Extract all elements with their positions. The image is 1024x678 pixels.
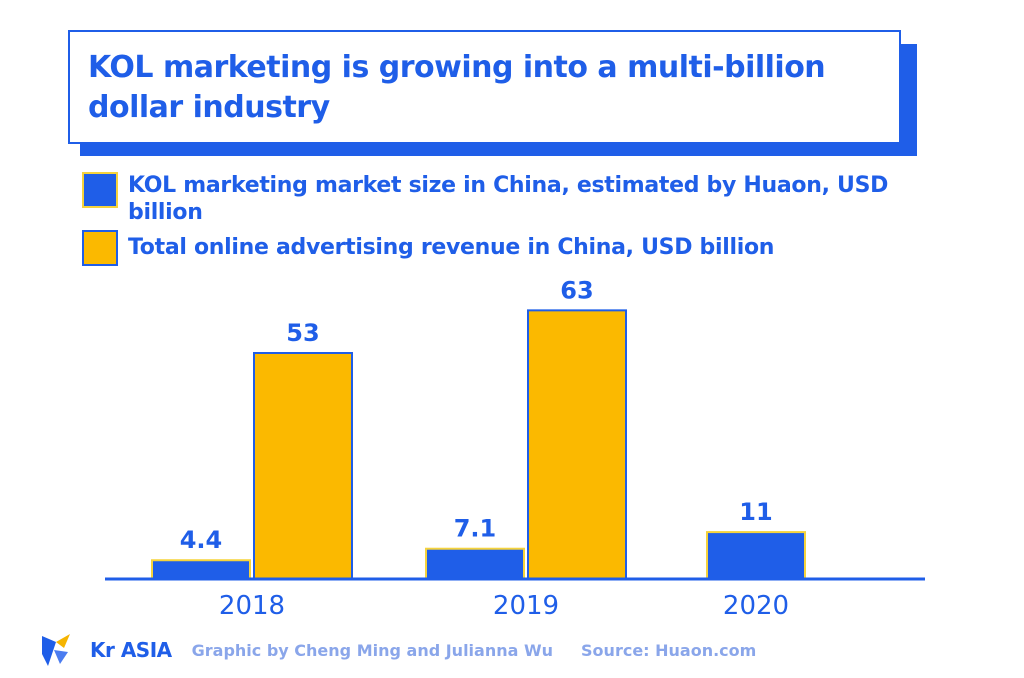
x-tick-label-2020: 2020 [723, 591, 789, 621]
data-label-2018-series2: 53 [286, 319, 319, 347]
bar-2019-series1 [425, 547, 525, 581]
legend-label-kol: KOL marketing market size in China, esti… [128, 173, 889, 225]
credit: Graphic by Cheng Ming and Julianna Wu [191, 640, 554, 660]
data-label-2020-series1: 11 [739, 498, 772, 526]
bar-2019-series2 [527, 309, 627, 580]
krasia-logo-icon [42, 634, 70, 666]
data-label-2019-series2: 63 [560, 276, 593, 304]
footer: Kr ASIA Graphic by Cheng Ming and Julian… [40, 632, 756, 668]
data-label-2019-series1: 7.1 [454, 515, 497, 543]
brand-name: Kr ASIA [90, 638, 172, 662]
legend-swatch-yellow [82, 230, 118, 266]
x-tick-label-2019: 2019 [493, 591, 559, 621]
data-label-2018-series1: 4.4 [180, 526, 223, 554]
legend-swatch-blue [82, 172, 118, 208]
bar-2018-series2 [253, 352, 353, 580]
legend-label-ads: Total online advertising revenue in Chin… [128, 235, 775, 260]
x-tick-label-2018: 2018 [219, 591, 285, 621]
source: Source: Huaon.com [581, 640, 757, 660]
bar-2018-series1 [151, 559, 251, 580]
chart-title: KOL marketing is growing into a multi-bi… [68, 30, 901, 144]
bar-2020-series1 [706, 531, 806, 581]
